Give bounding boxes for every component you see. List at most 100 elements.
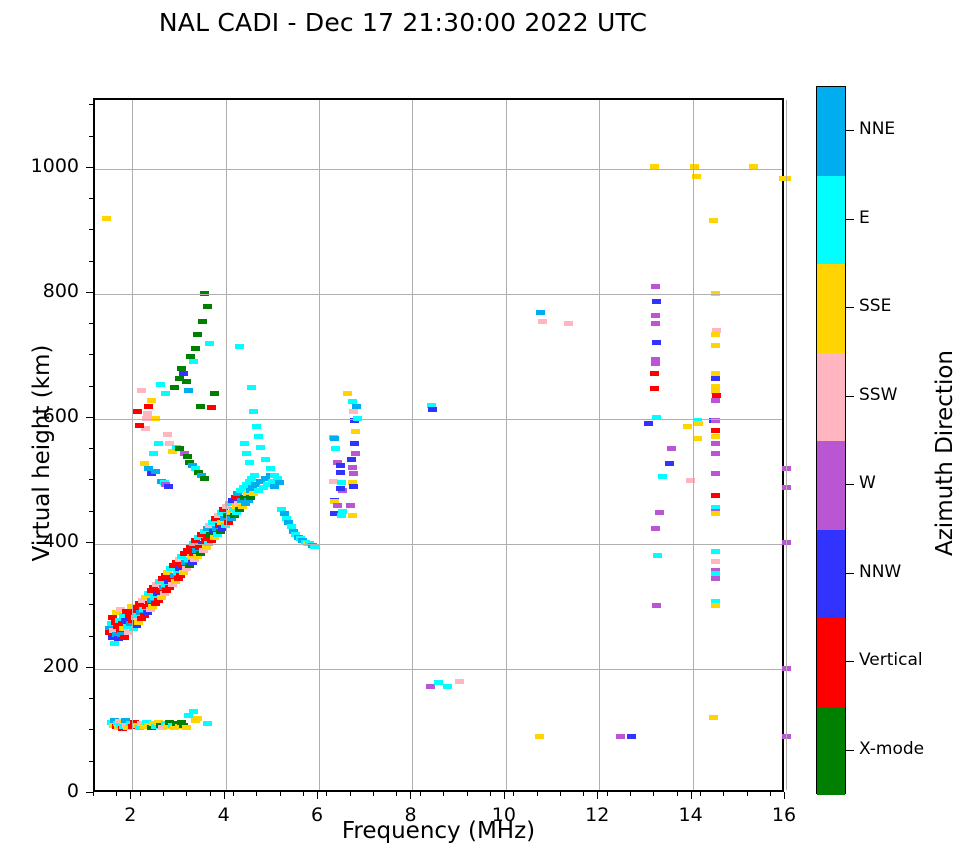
echo-point xyxy=(351,403,361,409)
echo-point xyxy=(139,723,149,729)
echo-point xyxy=(181,378,191,384)
echo-point xyxy=(136,610,146,616)
echo-point xyxy=(209,528,219,534)
echo-point xyxy=(748,164,758,170)
echo-point xyxy=(653,552,663,558)
echo-point xyxy=(206,532,216,538)
echo-point xyxy=(142,610,152,616)
echo-point xyxy=(251,482,261,487)
echo-point xyxy=(212,532,222,538)
echo-point xyxy=(230,494,240,500)
echo-point xyxy=(180,450,190,456)
echo-point xyxy=(263,482,273,487)
echo-point xyxy=(265,472,275,478)
x-tick-minor xyxy=(769,792,771,796)
echo-point xyxy=(155,381,165,387)
echo-point xyxy=(179,569,189,575)
echo-point xyxy=(664,461,674,467)
echo-point xyxy=(130,719,140,725)
echo-point xyxy=(649,371,659,377)
echo-point xyxy=(176,366,186,372)
echo-point xyxy=(125,621,135,627)
echo-point xyxy=(113,636,123,642)
echo-point xyxy=(146,397,156,403)
echo-point xyxy=(139,613,149,619)
echo-point xyxy=(710,450,720,456)
echo-point xyxy=(711,383,721,389)
colorbar-label-e: E xyxy=(859,207,870,228)
echo-point xyxy=(651,602,661,608)
echo-point xyxy=(203,535,213,541)
echo-point xyxy=(102,216,112,222)
echo-point xyxy=(134,619,144,625)
echo-point xyxy=(210,516,220,522)
echo-point xyxy=(245,488,255,494)
y-tick-minor xyxy=(89,135,93,137)
echo-point xyxy=(253,488,263,494)
echo-point xyxy=(270,472,280,478)
echo-point xyxy=(183,713,193,719)
colorbar-segment-e xyxy=(817,175,845,264)
echo-point xyxy=(249,491,259,497)
echo-point xyxy=(685,477,695,483)
echo-point xyxy=(169,385,179,391)
echo-point xyxy=(242,450,252,456)
echo-point xyxy=(712,393,722,399)
echo-point xyxy=(134,725,144,731)
echo-point xyxy=(160,391,170,397)
colorbar-tick xyxy=(846,395,854,397)
x-tick-minor xyxy=(349,792,351,796)
echo-point xyxy=(650,321,660,327)
echo-point xyxy=(180,550,190,556)
echo-point xyxy=(153,597,163,603)
y-tick-label: 600 xyxy=(42,404,79,427)
echo-point xyxy=(140,425,150,431)
echo-point xyxy=(330,511,339,517)
echo-point xyxy=(284,519,294,525)
echo-point xyxy=(258,485,268,491)
x-tick-minor xyxy=(256,792,258,796)
echo-point xyxy=(132,408,142,414)
echo-point xyxy=(710,575,720,581)
echo-point xyxy=(709,217,719,223)
echo-point xyxy=(160,572,170,578)
x-axis-title: Frequency (MHz) xyxy=(341,818,536,844)
echo-point xyxy=(209,391,219,397)
y-tick-minor xyxy=(89,510,93,512)
echo-point xyxy=(193,716,203,722)
colorbar-tick xyxy=(846,572,854,574)
echo-point xyxy=(208,519,218,525)
echo-point xyxy=(114,617,124,623)
echo-point xyxy=(159,591,169,597)
echo-point xyxy=(241,482,251,487)
x-tick-minor xyxy=(583,792,585,796)
echo-point xyxy=(651,298,661,304)
y-tick-minor xyxy=(89,635,93,637)
colorbar-label-x-mode: X-mode xyxy=(859,738,925,759)
echo-point xyxy=(309,543,319,549)
echo-point xyxy=(247,475,257,481)
x-tick-minor xyxy=(653,792,655,796)
echo-point xyxy=(348,480,358,486)
echo-point xyxy=(220,516,230,522)
echo-point xyxy=(184,563,194,569)
echo-point xyxy=(162,431,172,437)
x-tick-minor xyxy=(536,792,538,796)
x-tick-major xyxy=(784,792,785,799)
y-tick-major xyxy=(86,166,93,168)
echo-point xyxy=(256,478,266,484)
x-tick-minor xyxy=(746,792,748,796)
gridline-horizontal xyxy=(95,293,782,295)
echo-point xyxy=(146,588,156,594)
echo-point xyxy=(210,535,220,541)
echo-point xyxy=(156,594,166,600)
y-tick-minor xyxy=(89,229,93,231)
echo-point xyxy=(164,483,174,489)
echo-point xyxy=(711,375,721,381)
x-tick-minor xyxy=(699,792,701,796)
echo-point xyxy=(627,733,637,739)
echo-point xyxy=(564,320,574,326)
echo-point xyxy=(223,513,233,519)
echo-point xyxy=(348,465,358,471)
x-tick-label: 4 xyxy=(217,804,230,826)
